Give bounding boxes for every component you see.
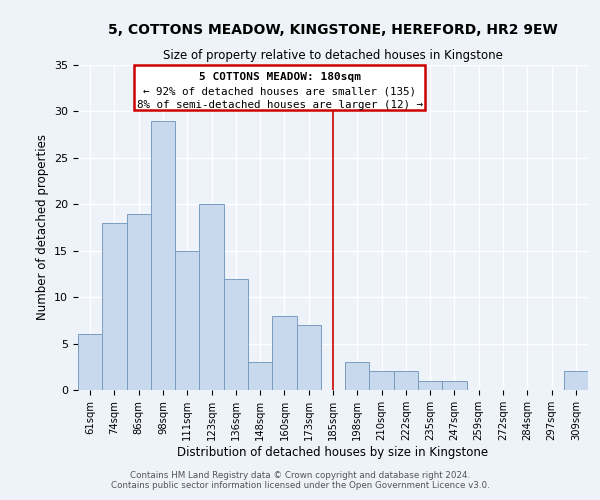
Bar <box>394 372 418 390</box>
Bar <box>248 362 272 390</box>
X-axis label: Distribution of detached houses by size in Kingstone: Distribution of detached houses by size … <box>178 446 488 458</box>
FancyBboxPatch shape <box>134 65 425 110</box>
Bar <box>151 120 175 390</box>
Bar <box>224 278 248 390</box>
Bar <box>442 380 467 390</box>
Bar <box>296 325 321 390</box>
Title: Size of property relative to detached houses in Kingstone: Size of property relative to detached ho… <box>163 50 503 62</box>
Text: Contains HM Land Registry data © Crown copyright and database right 2024.: Contains HM Land Registry data © Crown c… <box>130 472 470 480</box>
Text: ← 92% of detached houses are smaller (135): ← 92% of detached houses are smaller (13… <box>143 86 416 97</box>
Bar <box>418 380 442 390</box>
Bar <box>199 204 224 390</box>
Y-axis label: Number of detached properties: Number of detached properties <box>35 134 49 320</box>
Bar <box>127 214 151 390</box>
Bar <box>345 362 370 390</box>
Text: Contains public sector information licensed under the Open Government Licence v3: Contains public sector information licen… <box>110 482 490 490</box>
Bar <box>78 334 102 390</box>
Text: 8% of semi-detached houses are larger (12) →: 8% of semi-detached houses are larger (1… <box>137 100 422 110</box>
Text: 5, COTTONS MEADOW, KINGSTONE, HEREFORD, HR2 9EW: 5, COTTONS MEADOW, KINGSTONE, HEREFORD, … <box>108 22 558 36</box>
Bar <box>175 250 199 390</box>
Bar <box>102 223 127 390</box>
Bar <box>564 372 588 390</box>
Bar <box>370 372 394 390</box>
Bar <box>272 316 296 390</box>
Text: 5 COTTONS MEADOW: 180sqm: 5 COTTONS MEADOW: 180sqm <box>199 72 361 83</box>
